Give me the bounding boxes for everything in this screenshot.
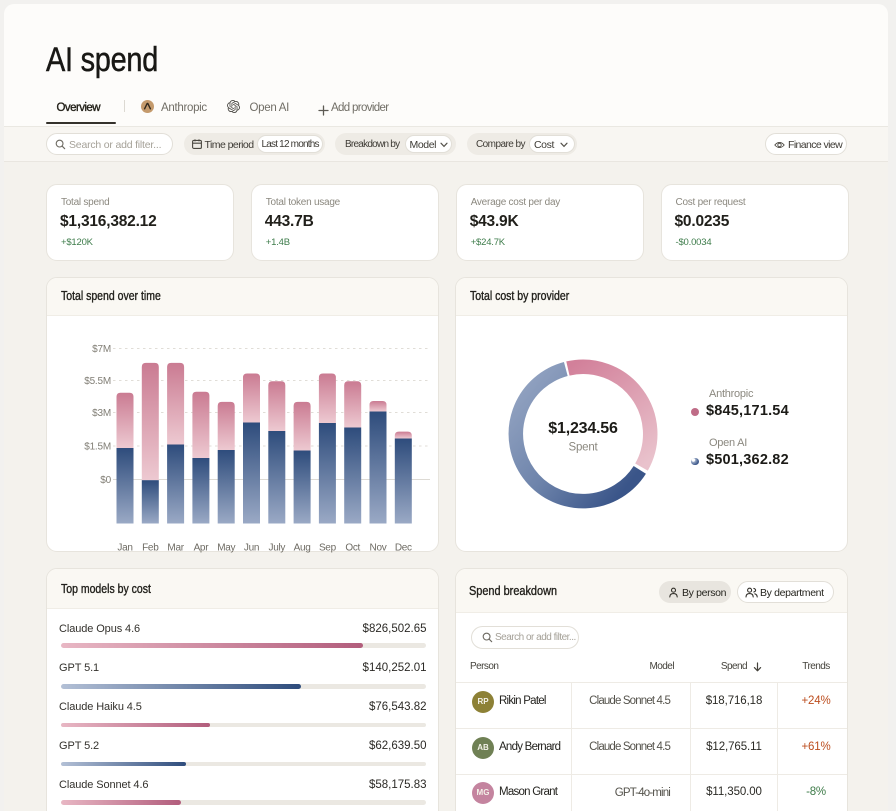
svg-text:$7M: $7M [92,344,111,355]
svg-text:Sep: Sep [319,543,337,554]
svg-text:$1.5M: $1.5M [84,442,111,453]
svg-text:Jun: Jun [244,543,259,554]
svg-text:Spent: Spent [568,442,598,454]
svg-text:Feb: Feb [142,543,159,554]
svg-text:Dec: Dec [395,543,412,554]
svg-text:Aug: Aug [294,543,311,554]
svg-text:$3M: $3M [92,408,111,419]
svg-text:May: May [217,543,235,554]
svg-text:Oct: Oct [345,543,360,554]
svg-text:Mar: Mar [167,543,184,554]
svg-text:Nov: Nov [370,543,387,554]
svg-text:Jan: Jan [117,543,132,554]
svg-text:Apr: Apr [194,543,210,554]
svg-text:July: July [269,543,286,554]
svg-text:$5.5M: $5.5M [84,376,111,387]
svg-text:$0: $0 [100,475,111,486]
svg-text:$1,234.56: $1,234.56 [548,420,618,437]
